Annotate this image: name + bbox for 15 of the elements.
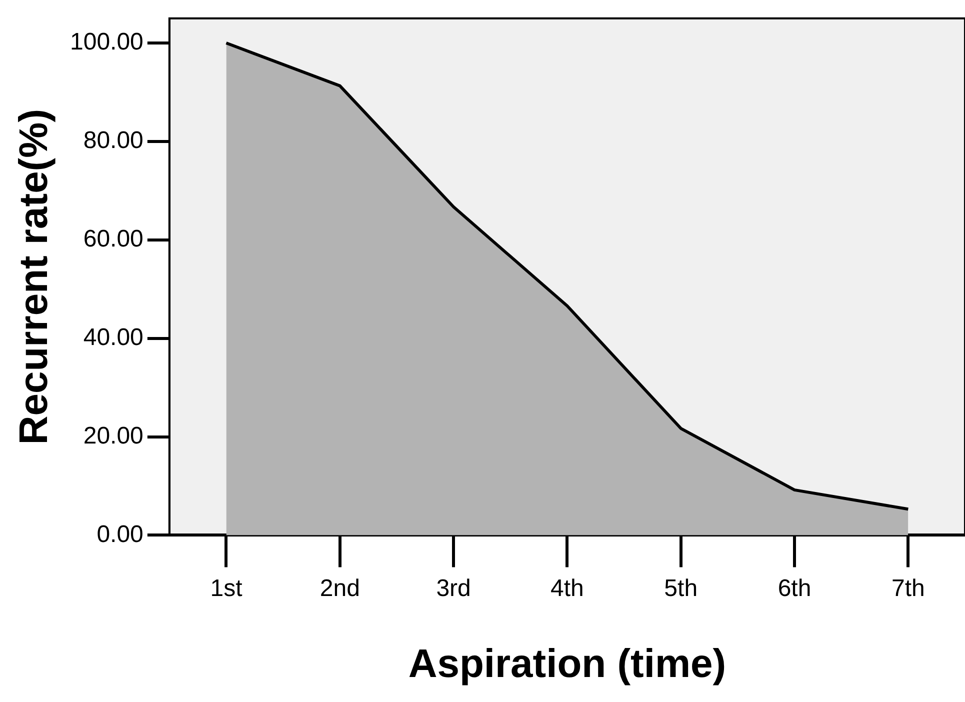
x-tick-label: 1st: [210, 575, 243, 602]
y-tick-label: 40.00: [83, 324, 144, 351]
x-tick-label: 7th: [891, 575, 925, 602]
y-axis-title: Recurrent rate(%): [12, 108, 56, 445]
y-tick-label: 0.00: [96, 520, 144, 548]
x-tick-label: 3rd: [436, 575, 471, 602]
y-tick-label: 100.00: [70, 28, 144, 56]
x-tick-label: 2nd: [320, 575, 360, 602]
x-tick-label: 4th: [550, 575, 584, 602]
y-tick-label: 20.00: [83, 422, 144, 450]
y-tick-label: 80.00: [83, 127, 144, 154]
x-tick-label: 5th: [664, 575, 698, 602]
x-axis-title: Aspiration (time): [408, 642, 726, 686]
y-tick-label: 60.00: [83, 226, 144, 253]
x-tick-label: 6th: [778, 575, 812, 602]
